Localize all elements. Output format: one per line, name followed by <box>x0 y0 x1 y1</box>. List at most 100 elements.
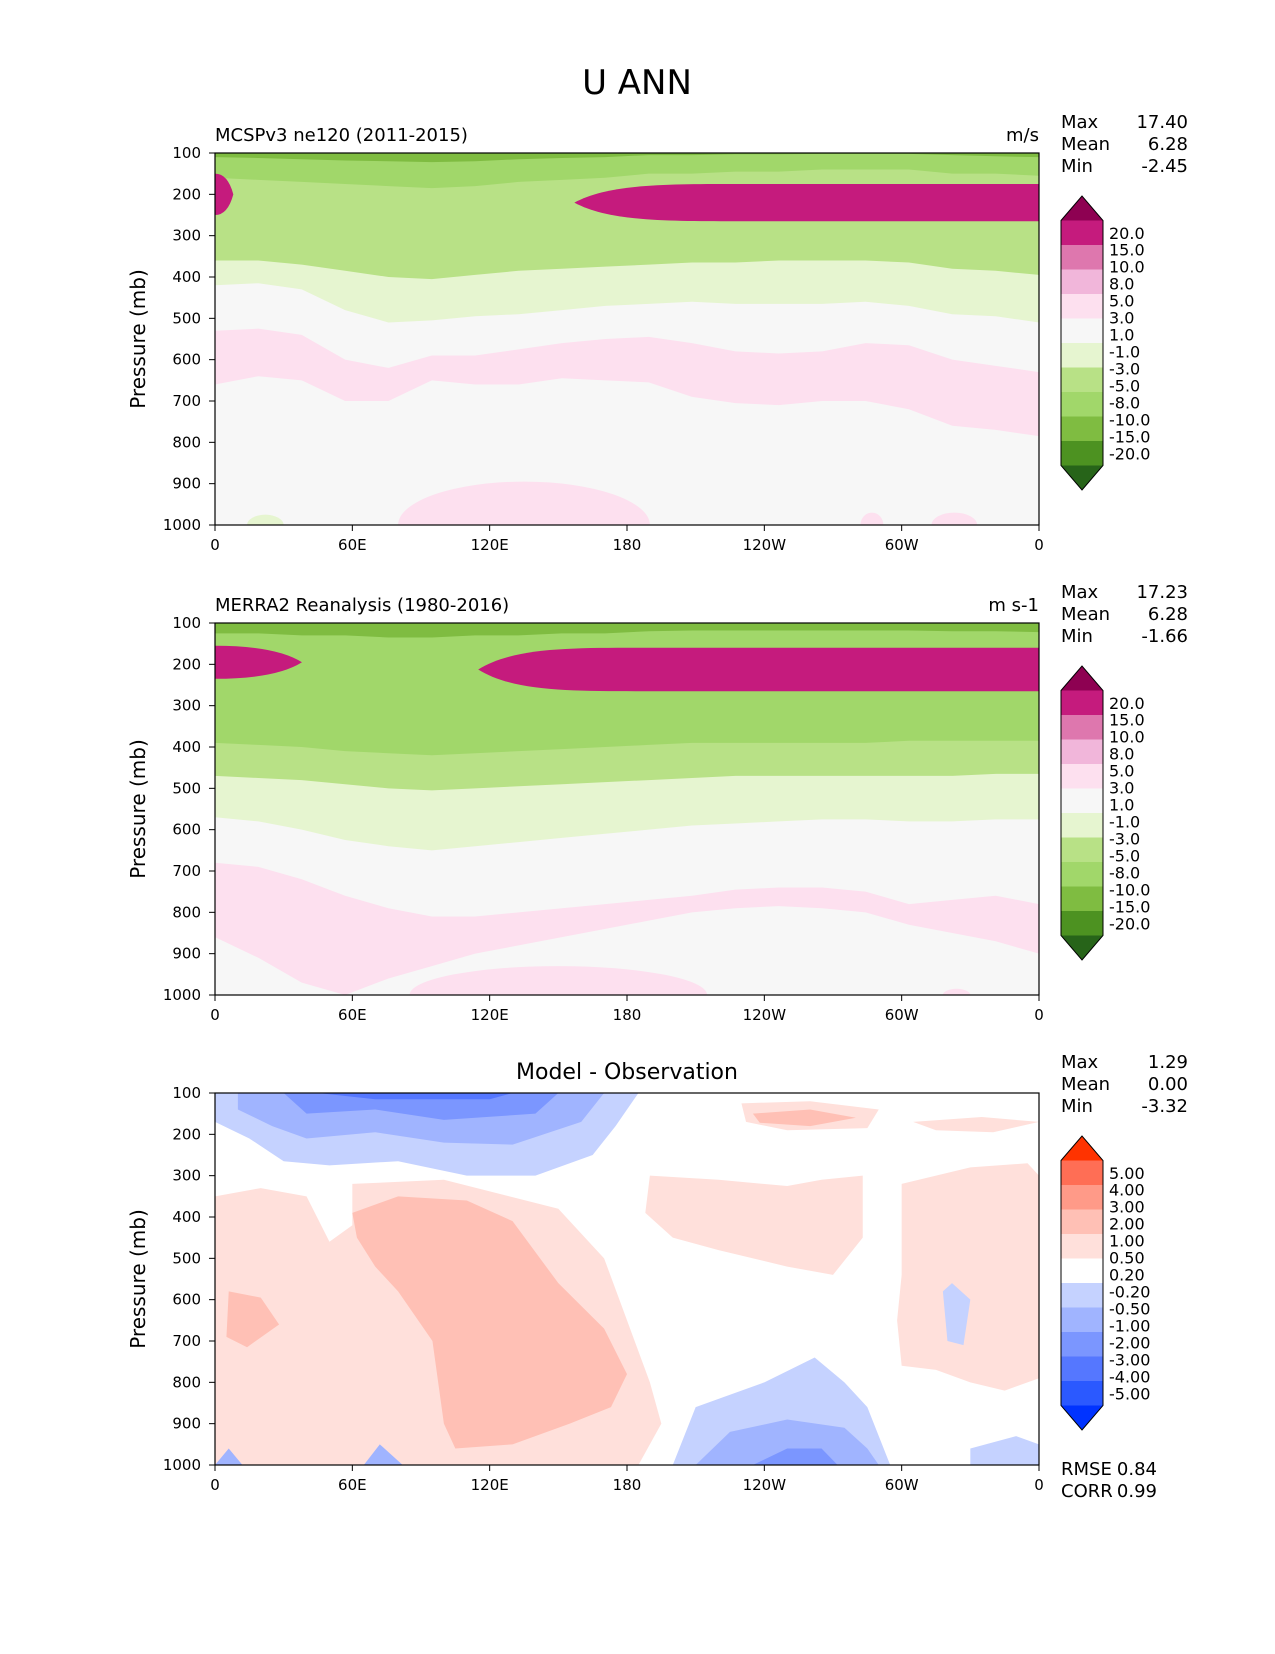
colorbar-swatch <box>1061 690 1103 716</box>
corr-label: CORR <box>1061 1481 1113 1502</box>
y-tick-label: 900 <box>172 945 201 963</box>
rmse-label: RMSE <box>1061 1459 1112 1480</box>
colorbar-label: -5.0 <box>1109 376 1140 395</box>
colorbar-swatch <box>1061 788 1103 814</box>
colorbar-extend-bottom <box>1061 935 1103 960</box>
y-tick-label: 400 <box>172 738 201 756</box>
colorbar-swatch <box>1061 1307 1103 1333</box>
colorbar-swatch <box>1061 911 1103 936</box>
x-tick-label: 120W <box>743 1476 787 1494</box>
colorbar-label: 8.0 <box>1109 275 1134 294</box>
colorbar-swatch <box>1061 318 1103 344</box>
colorbar-label: -1.0 <box>1109 342 1140 361</box>
y-tick-label: 1000 <box>163 516 201 534</box>
x-tick-label: 60E <box>338 536 367 554</box>
stat-mean-value: 0.00 <box>1148 1074 1188 1095</box>
colorbar-swatch <box>1061 269 1103 295</box>
contour-patch <box>398 481 650 525</box>
colorbar-swatch <box>1061 1209 1103 1235</box>
x-tick-label: 120W <box>743 536 787 554</box>
colorbar-label: -8.0 <box>1109 863 1140 882</box>
y-tick-label: 900 <box>172 475 201 493</box>
colorbar-label: -5.0 <box>1109 846 1140 865</box>
jet-core <box>215 645 302 679</box>
contour-patch <box>409 966 708 995</box>
y-tick-label: 300 <box>172 227 201 245</box>
colorbar-label: 15.0 <box>1109 711 1145 730</box>
y-tick-label: 800 <box>172 433 201 451</box>
colorbar-label: 10.0 <box>1109 728 1145 747</box>
x-tick-label: 0 <box>1034 1476 1044 1494</box>
stat-mean-value: 6.28 <box>1148 134 1188 155</box>
colorbar-extend-bottom <box>1061 1405 1103 1430</box>
x-tick-label: 0 <box>210 536 220 554</box>
colorbar-label: 15.0 <box>1109 241 1145 260</box>
x-tick-label: 120W <box>743 1006 787 1024</box>
colorbar-label: 1.0 <box>1109 796 1134 815</box>
y-tick-label: 200 <box>172 185 201 203</box>
colorbar-swatch <box>1061 862 1103 887</box>
stat-max-label: Max <box>1061 112 1099 133</box>
colorbar-swatch <box>1061 715 1103 740</box>
colorbar-label: 0.50 <box>1109 1249 1145 1268</box>
y-tick-label: 800 <box>172 903 201 921</box>
colorbar-label: -20.0 <box>1109 914 1150 933</box>
colorbar-swatch <box>1061 813 1103 838</box>
x-tick-label: 180 <box>613 1476 642 1494</box>
panel-title: Model - Observation <box>516 1060 738 1085</box>
y-tick-label: 500 <box>172 309 201 327</box>
stat-max-value: 1.29 <box>1148 1052 1188 1073</box>
y-tick-label: 1000 <box>163 1456 201 1474</box>
colorbar-swatch <box>1061 367 1103 393</box>
colorbar-label: -1.0 <box>1109 812 1140 831</box>
colorbar-label: 5.00 <box>1109 1164 1145 1183</box>
contour-region <box>897 1163 1039 1391</box>
y-tick-label: 500 <box>172 1249 201 1267</box>
x-tick-label: 120E <box>471 1006 509 1024</box>
y-tick-label: 600 <box>172 351 201 369</box>
stat-max-value: 17.40 <box>1136 112 1188 133</box>
y-tick-label: 800 <box>172 1373 201 1391</box>
y-axis-label: Pressure (mb) <box>126 269 150 409</box>
test-colorbar: 20.015.010.08.05.03.01.0-1.0-3.0-5.0-8.0… <box>1060 195 1150 491</box>
colorbar-swatch <box>1061 343 1103 368</box>
colorbar-outline <box>1060 1135 1104 1431</box>
contour-region <box>318 1093 513 1100</box>
contour-region <box>352 1196 627 1449</box>
colorbar-label: 3.0 <box>1109 309 1134 328</box>
stat-min-label: Min <box>1061 156 1093 177</box>
colorbar-label: -5.00 <box>1109 1384 1150 1403</box>
colorbar-swatch <box>1061 739 1103 765</box>
colorbar-outline <box>1060 665 1104 961</box>
colorbar-swatch <box>1061 837 1103 863</box>
colorbar-swatch <box>1061 1160 1103 1186</box>
colorbar-swatch <box>1061 1185 1103 1210</box>
colorbar-label: 1.0 <box>1109 326 1134 345</box>
x-tick-label: 60E <box>338 1476 367 1494</box>
x-tick-label: 60W <box>885 536 919 554</box>
test-panel: 0 60E 120E 180 120W 60W 0 100 200 300 400 500 600 700… <box>126 112 1188 554</box>
contour-region <box>645 1175 863 1275</box>
colorbar-label: 5.0 <box>1109 762 1134 781</box>
colorbar-label: -3.0 <box>1109 359 1140 378</box>
y-tick-label: 1000 <box>163 986 201 1004</box>
stat-mean-label: Mean <box>1061 134 1110 155</box>
stat-min-label: Min <box>1061 626 1093 647</box>
y-tick-label: 400 <box>172 268 201 286</box>
colorbar-label: 4.00 <box>1109 1181 1145 1200</box>
x-tick-label: 60E <box>338 1006 367 1024</box>
y-tick-label: 700 <box>172 862 201 880</box>
jet-core <box>215 173 234 215</box>
y-tick-label: 900 <box>172 1415 201 1433</box>
colorbar-label: -4.00 <box>1109 1367 1150 1386</box>
colorbar-label: -15.0 <box>1109 427 1150 446</box>
colorbar-label: 5.0 <box>1109 292 1134 311</box>
colorbar-label: 20.0 <box>1109 224 1145 243</box>
colorbar-label: -10.0 <box>1109 880 1150 899</box>
colorbar-label: 20.0 <box>1109 694 1145 713</box>
contour-region <box>363 1444 403 1465</box>
stat-min-value: -2.45 <box>1141 156 1188 177</box>
units-label: m s-1 <box>988 595 1039 616</box>
colorbar-swatch <box>1061 1332 1103 1357</box>
stat-min-value: -1.66 <box>1141 626 1188 647</box>
